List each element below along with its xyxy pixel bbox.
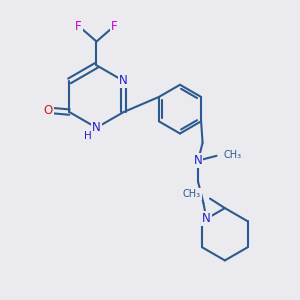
Text: CH₃: CH₃ <box>224 150 242 160</box>
Text: F: F <box>75 20 82 33</box>
Text: N: N <box>202 212 211 225</box>
Text: H: H <box>84 131 92 141</box>
Text: F: F <box>111 20 118 33</box>
Text: N: N <box>194 154 203 167</box>
Text: N: N <box>92 121 101 134</box>
Text: N: N <box>119 74 128 87</box>
Text: O: O <box>44 104 53 117</box>
Text: CH₃: CH₃ <box>183 189 201 199</box>
